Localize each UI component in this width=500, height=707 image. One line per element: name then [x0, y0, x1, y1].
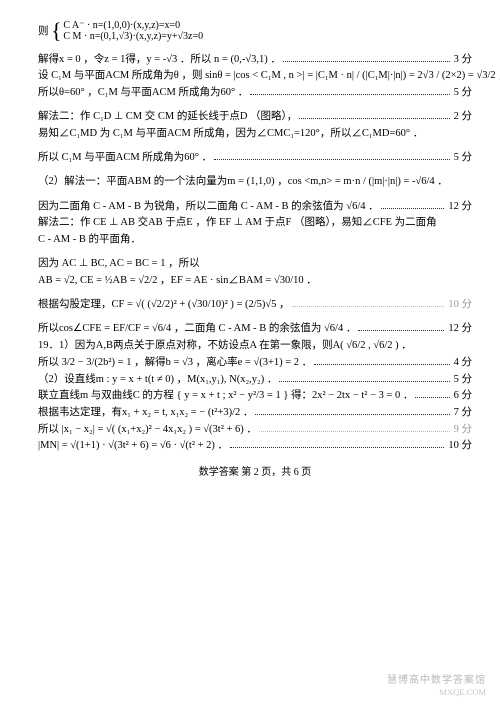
dotted-leader: [214, 152, 450, 160]
answer-line: 根据勾股定理，CF = √( (√2/2)² + (√30/10)² ) = (…: [38, 297, 472, 312]
score-text: 2 分: [452, 109, 472, 124]
dotted-leader: [255, 407, 449, 415]
dotted-leader: [381, 200, 445, 208]
score-text: 10 分: [446, 438, 472, 453]
line-text: 根据韦达定理，有x₁ + x₂ = t, x₁x₂ = − (t²+3)/2 ．: [38, 405, 253, 420]
brace-block: 则 { C A⁻ · n=(1,0,0)·(x,y,z)=x=0 C M · n…: [38, 20, 472, 43]
dotted-leader: [230, 440, 444, 448]
answer-line: C - AM - B 的平面角．: [38, 232, 472, 247]
answer-line: |MN| = √(1+1) · √(3t² + 6) = √6 · √(t² +…: [38, 438, 472, 453]
dotted-leader: [259, 423, 450, 431]
answer-line: 解法二：作 C₁D ⊥ CM 交 CM 的延长线于点D （图略）， 2 分: [38, 109, 472, 124]
watermark-line2: MXQE.COM: [387, 687, 486, 697]
line-text: 所以 3/2 − 3/(2b²) = 1 ，解得b = √3 ，离心率e = √…: [38, 355, 312, 370]
line-text: 所以 C₁M 与平面ACM 所成角为60° ．: [38, 150, 212, 165]
score-text: 12 分: [446, 199, 472, 214]
score-text: 5 分: [452, 372, 472, 387]
dotted-leader: [358, 323, 444, 331]
answer-line: 设 C₁M 与平面ACM 所成角为θ ，则 sinθ = |cos < C₁M …: [38, 68, 472, 83]
line-text: 根据勾股定理，CF = √( (√2/2)² + (√30/10)² ) = (…: [38, 297, 290, 312]
answer-line: 所以 C₁M 与平面ACM 所成角为60° ． 5 分: [38, 150, 472, 165]
answer-line: （2）设直线m : y = x + t(t ≠ 0) ，M(x₁,y₁), N(…: [38, 372, 472, 387]
answer-line: 19．1）因为A,B两点关于原点对称，不妨设点A 在第一象限，则A( √6/2 …: [38, 338, 472, 353]
dotted-leader: [250, 87, 449, 95]
answer-line: 解得x = 0 ，令z = 1得，y = -√3 ．所以 n = (0,-√3,…: [38, 52, 472, 67]
line-text: 解法二：作 C₁D ⊥ CM 交 CM 的延长线于点D （图略），: [38, 109, 297, 124]
answer-line: 联立直线m 与双曲线C 的方程 { y = x + t ; x² − y²/3 …: [38, 388, 472, 403]
dotted-leader: [299, 111, 449, 119]
line-text: 因为二面角 C - AM - B 为锐角，所以二面角 C - AM - B 的余…: [38, 199, 379, 214]
answer-line: 所以 3/2 − 3/(2b²) = 1 ，解得b = √3 ，离心率e = √…: [38, 355, 472, 370]
score-text: 5 分: [452, 85, 472, 100]
answer-line: （2）解法一：平面ABM 的一个法向量为m = (1,1,0) ，cos <m,…: [38, 174, 472, 189]
score-text: 9 分: [452, 422, 472, 437]
brace-row-1: C A⁻ · n=(1,0,0)·(x,y,z)=x=0: [63, 20, 203, 32]
lbrace-icon: {: [51, 24, 62, 37]
dotted-leader: [415, 390, 449, 398]
score-text: 6 分: [452, 388, 472, 403]
line-text: |MN| = √(1+1) · √(3t² + 6) = √6 · √(t² +…: [38, 438, 228, 453]
score-text: 5 分: [452, 150, 472, 165]
dotted-leader: [283, 53, 450, 61]
answer-line: 解法二：作 CE ⊥ AB 交AB 于点E ，作 EF ⊥ AM 于点F （图略…: [38, 215, 472, 230]
answer-line: AB = √2, CE = ½AB = √2/2 ，EF = AE · sin∠…: [38, 273, 472, 288]
brace-prefix: 则: [38, 25, 49, 36]
line-text: 解得x = 0 ，令z = 1得，y = -√3 ．所以 n = (0,-√3,…: [38, 52, 281, 67]
answer-line: 所以θ=60° ，C₁M 与平面ACM 所成角为60° ． 5 分: [38, 85, 472, 100]
score-text: 10 分: [446, 297, 472, 312]
answer-line: 所以 |x₁ − x₂| = √( (x₁+x₂)² − 4x₁x₂ ) = √…: [38, 422, 472, 437]
line-text: 所以cos∠CFE = EF/CF = √6/4 ，二面角 C - AM - B…: [38, 321, 356, 336]
page-footer: 数学答案 第 2 页，共 6 页: [38, 466, 472, 481]
line-text: 联立直线m 与双曲线C 的方程 { y = x + t ; x² − y²/3 …: [38, 388, 413, 403]
watermark: 慧博高中数学答案馆 MXQE.COM: [387, 675, 486, 697]
line-text: （2）设直线m : y = x + t(t ≠ 0) ，M(x₁,y₁), N(…: [38, 372, 277, 387]
score-text: 3 分: [452, 52, 472, 67]
score-text: 12 分: [446, 321, 472, 336]
score-text: 7 分: [452, 405, 472, 420]
dotted-leader: [292, 299, 445, 307]
line-text: 所以θ=60° ，C₁M 与平面ACM 所成角为60° ．: [38, 85, 248, 100]
watermark-line1: 慧博高中数学答案馆: [387, 675, 486, 687]
dotted-leader: [279, 373, 449, 381]
answer-line: 易知∠C₁MD 为 C₁M 与平面ACM 所成角，因为∠CMC₁=120°，所以…: [38, 126, 472, 141]
answer-line: 所以cos∠CFE = EF/CF = √6/4 ，二面角 C - AM - B…: [38, 321, 472, 336]
line-text: 所以 |x₁ − x₂| = √( (x₁+x₂)² − 4x₁x₂ ) = √…: [38, 422, 257, 437]
brace-row-2: C M · n=(0,1,√3)·(x,y,z)=y+√3z=0: [63, 31, 203, 43]
score-text: 4 分: [452, 355, 472, 370]
answer-line: 因为 AC ⊥ BC, AC = BC = 1 ，所以: [38, 256, 472, 271]
answer-line: 根据韦达定理，有x₁ + x₂ = t, x₁x₂ = − (t²+3)/2 ．…: [38, 405, 472, 420]
answer-line: 因为二面角 C - AM - B 为锐角，所以二面角 C - AM - B 的余…: [38, 199, 472, 214]
dotted-leader: [314, 356, 449, 364]
answer-body: 解得x = 0 ，令z = 1得，y = -√3 ．所以 n = (0,-√3,…: [38, 52, 472, 454]
